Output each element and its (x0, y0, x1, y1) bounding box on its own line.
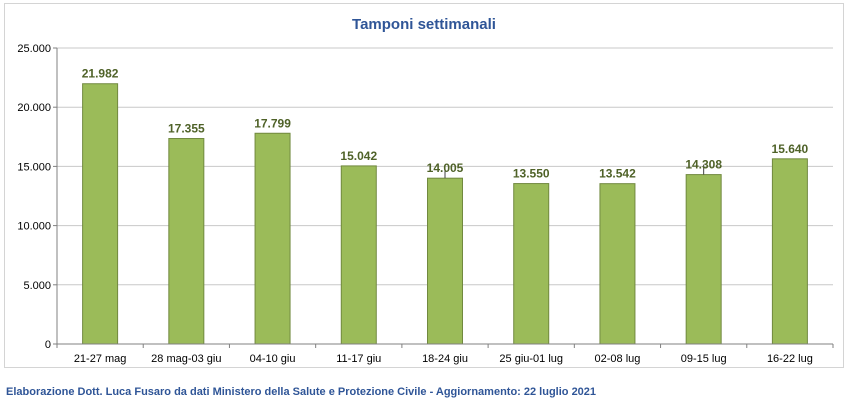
bar (168, 138, 205, 345)
y-axis-ticks: 0 5.000 10.000 15.000 20.000 25.000 (17, 43, 57, 351)
bar (599, 183, 636, 345)
data-label: 14.005 (427, 161, 464, 175)
y-tick-label: 10.000 (17, 221, 51, 233)
bar (254, 132, 291, 345)
bar (685, 174, 722, 345)
y-tick-label: 5.000 (23, 280, 51, 292)
x-tick-label: 16-22 lug (767, 353, 813, 365)
y-tick-label: 0 (45, 339, 51, 351)
bar (427, 177, 463, 345)
x-tick-label: 25 giu-01 lug (499, 353, 563, 365)
data-label: 17.799 (254, 116, 291, 130)
chart-title: Tamponi settimanali (352, 16, 496, 33)
x-axis-ticks: 21-27 mag 28 mag-03 giu 04-10 giu 11-17 giu… (56, 344, 834, 365)
data-label: 13.542 (599, 167, 636, 181)
data-label: 14.308 (685, 158, 722, 172)
x-tick-label: 28 mag-03 giu (151, 353, 221, 365)
chart-frame: Tamponi settimanali 0 5.000 10.000 15.000 20… (4, 3, 844, 368)
x-tick-label: 09-15 lug (681, 353, 727, 365)
y-tick-label: 25.000 (17, 43, 51, 55)
bar (82, 83, 119, 345)
bar (340, 165, 377, 345)
source-caption: Elaborazione Dott. Luca Fusaro da dati M… (6, 386, 597, 398)
data-labels: 21.982 17.355 17.799 15.042 14.005 13.550 13.5… (82, 67, 809, 181)
axes (56, 48, 833, 345)
x-tick-label: 04-10 giu (250, 353, 296, 365)
data-label: 15.042 (340, 149, 377, 163)
x-tick-label: 11-17 giu (336, 353, 381, 365)
bar-chart: Tamponi settimanali 0 5.000 10.000 15.000 20… (17, 16, 834, 365)
x-tick-label: 21-27 mag (74, 353, 127, 365)
data-label: 15.640 (772, 142, 809, 156)
y-tick-label: 20.000 (17, 102, 51, 114)
bars (82, 83, 808, 345)
data-label: 13.550 (513, 167, 550, 181)
bar (771, 158, 808, 345)
x-tick-label: 02-08 lug (595, 353, 641, 365)
data-label: 21.982 (82, 67, 119, 81)
data-label: 17.355 (168, 122, 205, 136)
bar (513, 183, 550, 345)
x-tick-label: 18-24 giu (422, 353, 468, 365)
y-tick-label: 15.000 (17, 161, 51, 173)
